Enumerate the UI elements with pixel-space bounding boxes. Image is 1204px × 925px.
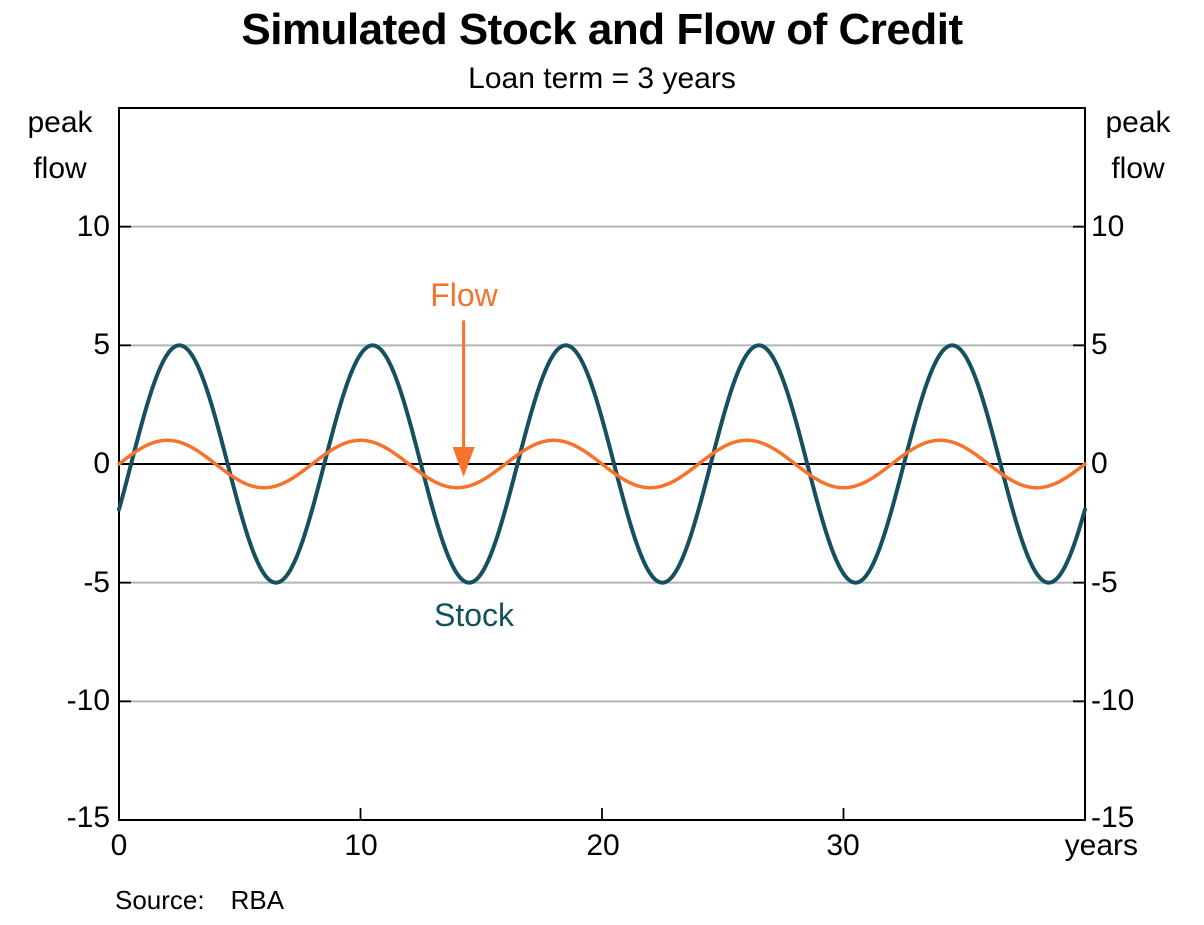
y-tick-label: 5 bbox=[93, 328, 110, 361]
chart-title: Simulated Stock and Flow of Credit bbox=[241, 5, 963, 54]
y-tick-label: 5 bbox=[1091, 328, 1108, 361]
y-tick-label: -15 bbox=[66, 801, 110, 834]
y-axis-unit-line: peak bbox=[27, 106, 93, 139]
y-axis-unit-line: peak bbox=[1105, 106, 1171, 139]
y-tick-label: 10 bbox=[1091, 210, 1125, 243]
y-tick-label: -5 bbox=[1091, 566, 1118, 599]
y-tick-label: -10 bbox=[1091, 684, 1135, 717]
y-axis-unit-label-right: peak flow bbox=[1088, 100, 1188, 192]
flow-series-label: Flow bbox=[430, 277, 498, 313]
source-value: RBA bbox=[230, 885, 285, 915]
y-axis-unit-line: flow bbox=[33, 152, 87, 185]
y-tick-label: 0 bbox=[93, 447, 110, 480]
y-tick-label: 0 bbox=[1091, 447, 1108, 480]
stock-series-label: Stock bbox=[433, 597, 515, 633]
y-axis-unit-label-left: peak flow bbox=[10, 100, 110, 192]
x-tick-label: 20 bbox=[586, 829, 620, 862]
x-axis-unit-label: years bbox=[1064, 829, 1138, 862]
y-tick-label: -15 bbox=[1091, 801, 1135, 834]
y-tick-label: 10 bbox=[76, 210, 110, 243]
y-tick-label: -10 bbox=[66, 684, 110, 717]
x-tick-label: 0 bbox=[110, 829, 128, 862]
source-note: Source: RBA bbox=[115, 885, 284, 916]
source-label: Source: bbox=[115, 885, 205, 915]
x-tick-label: 30 bbox=[826, 829, 860, 862]
x-tick-label: 10 bbox=[344, 829, 378, 862]
chart-subtitle: Loan term = 3 years bbox=[468, 62, 736, 95]
y-axis-unit-line: flow bbox=[1111, 152, 1165, 185]
y-tick-label: -5 bbox=[83, 566, 110, 599]
